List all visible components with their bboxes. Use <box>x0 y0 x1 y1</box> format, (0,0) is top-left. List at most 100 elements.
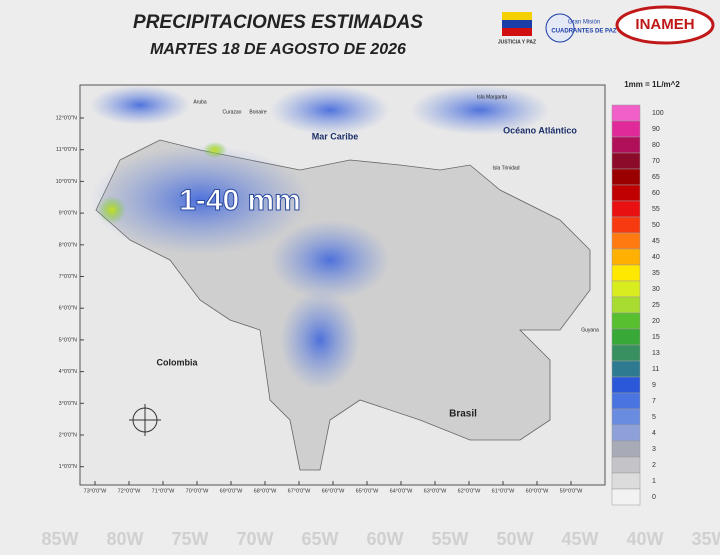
legend-label: 9 <box>652 382 656 389</box>
legend-swatch <box>611 424 641 442</box>
legend-swatch <box>611 248 641 266</box>
background-lon: 65W <box>301 529 338 549</box>
legend-label: 25 <box>652 302 660 309</box>
lon-label: 73°0'0"W <box>84 488 107 494</box>
background-lon: 50W <box>496 529 533 549</box>
legend-label: 60 <box>652 190 660 197</box>
background-lon: 35W <box>691 529 720 549</box>
lon-label: 72°0'0"W <box>118 488 141 494</box>
legend-swatch <box>611 296 641 314</box>
background-lon: 80W <box>106 529 143 549</box>
lon-label: 60°0'0"W <box>526 488 549 494</box>
legend-swatch <box>611 264 641 282</box>
title: PRECIPITACIONES ESTIMADAS <box>133 12 423 33</box>
legend-swatch <box>611 216 641 234</box>
lat-label: 12°0'0"N <box>56 115 77 121</box>
lon-label: 65°0'0"W <box>356 488 379 494</box>
legend-swatch <box>611 120 641 138</box>
legend-unit: 1mm = 1L/m^2 <box>624 80 680 89</box>
map-label: Curazao <box>223 109 242 115</box>
legend-label: 20 <box>652 318 660 325</box>
legend-label: 15 <box>652 334 660 341</box>
lat-label: 4°0'0"N <box>59 369 77 375</box>
background-lon: 60W <box>366 529 403 549</box>
map-label: Aruba <box>193 99 207 105</box>
background-lon: 40W <box>626 529 663 549</box>
background-longitudes: 85W 80W 75W 70W 65W 60W 55W 50W 45W 40W 35W <box>41 529 720 549</box>
lat-label: 11°0'0"N <box>56 147 77 153</box>
lat-label: 1°0'0"N <box>59 464 77 470</box>
map-label: Bonaire <box>249 109 266 115</box>
legend-label: 5 <box>652 414 656 421</box>
legend-swatch <box>611 136 641 154</box>
background-lon: 85W <box>41 529 78 549</box>
lat-label: 7°0'0"N <box>59 274 77 280</box>
lon-label: 69°0'0"W <box>220 488 243 494</box>
legend-swatch <box>611 408 641 426</box>
legend-label: 2 <box>652 462 656 469</box>
legend-label: 40 <box>652 254 660 261</box>
legend-swatch <box>611 344 641 362</box>
legend-swatch <box>611 360 641 378</box>
map-label: Océano Atlántico <box>503 125 577 135</box>
legend-swatch <box>611 376 641 394</box>
legend-label: 0 <box>652 494 656 501</box>
lon-label: 61°0'0"W <box>492 488 515 494</box>
lat-label: 9°0'0"N <box>59 211 77 217</box>
logos: JUSTICIA Y PAZ Gran Misión CUADRANTES DE… <box>498 5 715 45</box>
lon-label: 70°0'0"W <box>186 488 209 494</box>
legend-swatch <box>611 200 641 218</box>
legend-label: 100 <box>652 110 664 117</box>
map-label: Isla Margarita <box>477 94 508 100</box>
legend-swatch <box>611 168 641 186</box>
legend-label: 55 <box>652 206 660 213</box>
lon-label: 68°0'0"W <box>254 488 277 494</box>
logo-text: INAMEH <box>635 16 694 33</box>
legend-swatch <box>611 328 641 346</box>
legend-label: 65 <box>652 174 660 181</box>
legend-label: 50 <box>652 222 660 229</box>
lat-label: 2°0'0"N <box>59 432 77 438</box>
logo-text: Gran Misión <box>568 20 600 26</box>
map-body <box>90 85 591 471</box>
lon-label: 63°0'0"W <box>424 488 447 494</box>
legend-swatch <box>611 488 641 506</box>
legend-label: 4 <box>652 430 656 437</box>
lon-label: 66°0'0"W <box>322 488 345 494</box>
lon-label: 71°0'0"W <box>152 488 175 494</box>
legend-swatch <box>611 472 641 490</box>
legend-swatch <box>611 152 641 170</box>
legend-label: 45 <box>652 238 660 245</box>
lat-label: 5°0'0"N <box>59 337 77 343</box>
lat-label: 6°0'0"N <box>59 306 77 312</box>
lon-label: 64°0'0"W <box>390 488 413 494</box>
logo-text: CUADRANTES DE PAZ <box>551 29 617 35</box>
lon-label: 59°0'0"W <box>560 488 583 494</box>
legend-swatch <box>611 104 641 122</box>
lat-label: 10°0'0"N <box>56 179 77 185</box>
legend-swatch <box>611 440 641 458</box>
map-label: Colombia <box>156 357 198 367</box>
legend-swatch <box>611 232 641 250</box>
legend-label: 35 <box>652 270 660 277</box>
legend-label: 30 <box>652 286 660 293</box>
lat-label: 8°0'0"N <box>59 242 77 248</box>
legend-swatch <box>611 280 641 298</box>
map-label: Brasil <box>449 409 477 420</box>
legend-label: 80 <box>652 142 660 149</box>
legend-label: 1 <box>652 478 656 485</box>
legend-label: 70 <box>652 158 660 165</box>
map-label: 1-40 mm <box>179 184 301 217</box>
legend-swatch <box>611 392 641 410</box>
lon-label: 67°0'0"W <box>288 488 311 494</box>
legend-label: 7 <box>652 398 656 405</box>
background-lon: 75W <box>171 529 208 549</box>
legend-swatch <box>611 184 641 202</box>
legend-label: 11 <box>652 366 659 373</box>
legend-swatch <box>611 456 641 474</box>
logo-text: JUSTICIA Y PAZ <box>498 39 536 45</box>
map-label: Guyana <box>581 327 599 333</box>
lat-label: 3°0'0"N <box>59 401 77 407</box>
background-lon: 45W <box>561 529 598 549</box>
